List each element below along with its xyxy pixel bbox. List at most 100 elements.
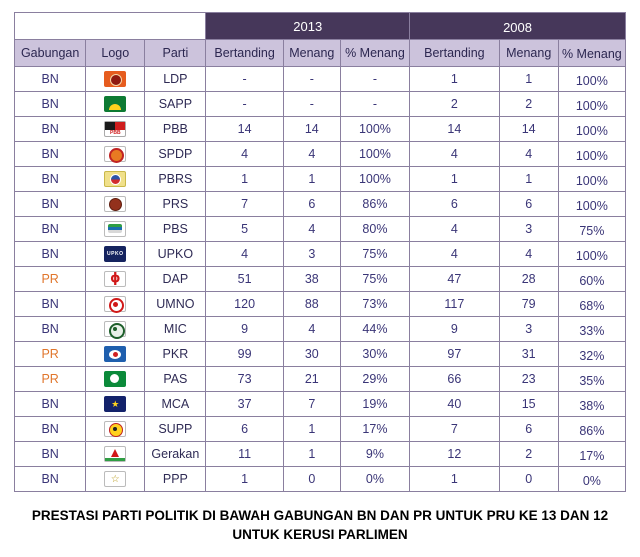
menang-2013-cell: 4	[282, 216, 341, 242]
logo-cell	[85, 91, 146, 117]
logo-cell	[85, 466, 146, 492]
party-row: BN PBB 14 14 100% 14 14 100%	[13, 116, 627, 142]
coalition-cell: BN	[13, 116, 87, 142]
bertanding-2008-cell: 40	[409, 391, 500, 417]
party-row: BN SPDP 4 4 100% 4 4 100%	[13, 141, 627, 167]
year-header-row: 2013 2008	[13, 12, 626, 40]
logo-cell	[85, 141, 146, 167]
party-row: BN Gerakan 11 1 9% 12 2 17%	[13, 441, 627, 467]
bertanding-2013-cell: 4	[205, 141, 284, 167]
header-bertanding-2013: Bertanding	[205, 39, 284, 67]
header-pct-menang-2013: % Menang	[339, 39, 411, 67]
bertanding-2008-cell: 97	[409, 341, 500, 367]
upko-logo-icon	[104, 246, 127, 262]
pct-menang-2008-cell: 0%	[557, 466, 627, 492]
logo-cell	[85, 441, 146, 467]
pct-menang-2008-cell: 32%	[557, 341, 627, 367]
bertanding-2013-cell: 120	[205, 291, 284, 317]
pct-menang-2008-cell: 75%	[557, 216, 627, 242]
bertanding-2013-cell: 1	[205, 466, 284, 492]
pct-menang-2013-cell: 100%	[339, 141, 411, 167]
header-menang-2008: Menang	[498, 39, 559, 67]
party-name-cell: PKR	[144, 341, 207, 367]
pbs-logo-icon	[104, 221, 127, 237]
coalition-cell: BN	[13, 191, 87, 217]
column-header-row: Gabungan Logo Parti Bertanding Menang % …	[13, 39, 627, 67]
umno-logo-icon	[104, 296, 127, 313]
party-name-cell: SAPP	[144, 91, 207, 117]
party-row: BN PRS 7 6 86% 6 6 100%	[13, 191, 627, 217]
pct-menang-2013-cell: 29%	[339, 366, 411, 392]
coalition-cell: BN	[13, 441, 87, 467]
logo-cell	[85, 366, 146, 392]
pct-menang-2013-cell: 19%	[339, 391, 411, 417]
party-row: BN MCA 37 7 19% 40 15 38%	[13, 391, 627, 417]
party-row: PR PAS 73 21 29% 66 23 35%	[13, 366, 627, 392]
logo-cell	[85, 391, 146, 417]
mic-logo-icon	[104, 321, 127, 339]
menang-2013-cell: 1	[282, 166, 341, 192]
menang-2008-cell: 14	[498, 116, 559, 142]
ldp-logo-icon	[104, 71, 127, 87]
menang-2008-cell: 3	[498, 316, 559, 342]
menang-2013-cell: 38	[282, 266, 341, 292]
party-row: BN LDP - - - 1 1 100%	[13, 66, 627, 92]
party-name-cell: LDP	[144, 66, 207, 92]
pct-menang-2013-cell: 44%	[339, 316, 411, 342]
header-logo: Logo	[85, 39, 146, 67]
pct-menang-2013-cell: 30%	[339, 341, 411, 367]
coalition-cell: BN	[13, 166, 87, 192]
coalition-cell: PR	[13, 366, 87, 392]
coalition-cell: BN	[13, 91, 87, 117]
sapp-logo-icon	[104, 96, 127, 112]
gerakan-logo-icon	[104, 446, 127, 462]
header-pct-menang-2008: % Menang	[557, 39, 627, 67]
year-2008-header: 2008	[409, 12, 626, 40]
pct-menang-2008-cell: 38%	[557, 391, 627, 417]
bertanding-2013-cell: -	[205, 66, 284, 92]
bertanding-2008-cell: 4	[409, 216, 500, 242]
party-name-cell: PRS	[144, 191, 207, 217]
pbb-logo-icon	[104, 121, 127, 137]
bertanding-2013-cell: 11	[205, 441, 284, 467]
party-name-cell: PPP	[144, 466, 207, 492]
party-row: BN PPP 1 0 0% 1 0 0%	[13, 466, 627, 492]
party-row: BN SAPP - - - 2 2 100%	[13, 91, 627, 117]
bertanding-2013-cell: 1	[205, 166, 284, 192]
pct-menang-2008-cell: 100%	[557, 91, 627, 117]
menang-2008-cell: 3	[498, 216, 559, 242]
coalition-cell: BN	[13, 216, 87, 242]
bertanding-2013-cell: 99	[205, 341, 284, 367]
bertanding-2013-cell: 7	[205, 191, 284, 217]
menang-2013-cell: 21	[282, 366, 341, 392]
logo-cell	[85, 266, 146, 292]
coalition-cell: BN	[13, 316, 87, 342]
bertanding-2008-cell: 1	[409, 166, 500, 192]
menang-2013-cell: 88	[282, 291, 341, 317]
pkr-logo-icon	[104, 346, 127, 362]
pct-menang-2013-cell: 75%	[339, 241, 411, 267]
logo-cell	[85, 66, 146, 92]
pct-menang-2008-cell: 17%	[557, 441, 627, 467]
coalition-cell: BN	[13, 66, 87, 92]
pct-menang-2008-cell: 100%	[557, 66, 627, 92]
bertanding-2013-cell: 4	[205, 241, 284, 267]
pct-menang-2008-cell: 60%	[557, 266, 627, 292]
bertanding-2013-cell: 37	[205, 391, 284, 417]
party-row: BN SUPP 6 1 17% 7 6 86%	[13, 416, 627, 442]
pct-menang-2008-cell: 35%	[557, 366, 627, 392]
bertanding-2013-cell: 73	[205, 366, 284, 392]
menang-2008-cell: 79	[498, 291, 559, 317]
bertanding-2008-cell: 4	[409, 241, 500, 267]
party-row: PR DAP 51 38 75% 47 28 60%	[13, 266, 627, 292]
bertanding-2008-cell: 1	[409, 466, 500, 492]
bertanding-2008-cell: 4	[409, 141, 500, 167]
menang-2008-cell: 2	[498, 441, 559, 467]
supp-logo-icon	[104, 421, 127, 437]
pct-menang-2013-cell: 9%	[339, 441, 411, 467]
menang-2013-cell: 3	[282, 241, 341, 267]
logo-cell	[85, 191, 146, 217]
logo-cell	[85, 116, 146, 142]
pct-menang-2013-cell: 100%	[339, 116, 411, 142]
menang-2008-cell: 6	[498, 416, 559, 442]
